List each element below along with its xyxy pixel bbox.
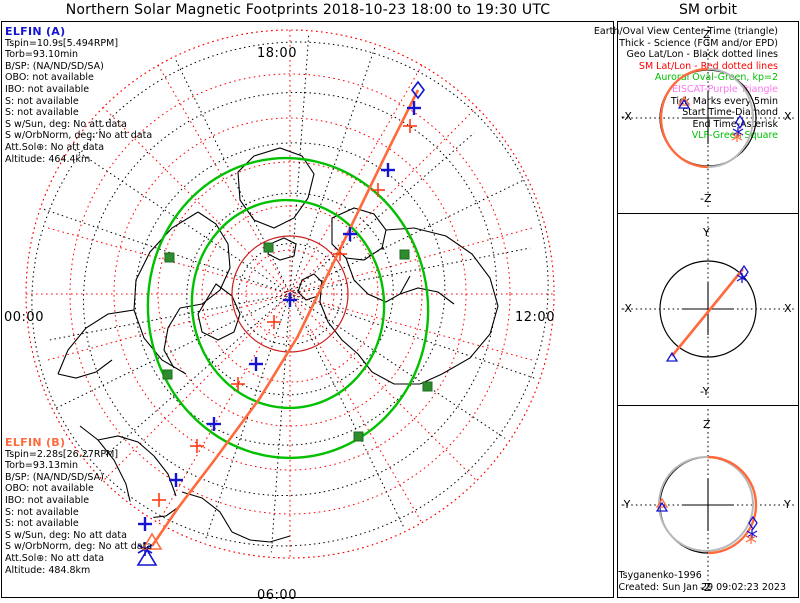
mlt-label-left: 00:00 [4, 310, 44, 325]
track-markers [136, 80, 425, 566]
sm-panel-xz [622, 26, 794, 209]
probe-b-line: S: not available [5, 506, 79, 518]
view-center-triangle-a [136, 548, 158, 566]
credits: Tsyganenko-1996 Created: Sun Jan 29 09:0… [618, 570, 786, 594]
auroral-oval [146, 156, 430, 460]
model-name: Tsyganenko-1996 [618, 570, 702, 581]
sm-axis-label: Z [703, 28, 711, 41]
page-title: Northern Solar Magnetic Footprints 2018-… [65, 2, 551, 18]
sm-orbit-panel: Z -Z -X X Y -Y -X X [617, 21, 799, 598]
created-timestamp: Created: Sun Jan 29 09:02:23 2023 [618, 582, 786, 593]
view-center-triangle-b [141, 532, 163, 550]
sm-panel-xy [622, 217, 794, 401]
sm-axis-label: -X [621, 110, 632, 123]
sm-axis-label: Y [784, 498, 791, 511]
probe-b-ticks [152, 119, 417, 507]
mlt-label-right: 12:00 [515, 310, 555, 325]
probe-b-track [150, 89, 420, 547]
polar-map-panel: 18:00 00:00 12:00 06:00 [1, 21, 614, 603]
probe-a-name: ELFIN (A) [5, 25, 66, 38]
sm-inner-ring [231, 235, 349, 353]
probe-a-line: B/SP: (NA/ND/SD/SA) [5, 60, 104, 72]
probe-a-line: S w/OrbNorm, deg: No att data [5, 130, 153, 142]
probe-a-line: OBO: not available [5, 72, 94, 84]
probe-b-info: ELFIN (B) Tspin=2.28s[26.27RPM] Torb=93.… [5, 437, 152, 576]
sm-axis-label: -X [621, 302, 632, 315]
legend-item: End Time-Asterisk [692, 118, 778, 130]
legend-item: Geo Lat/Lon - Black dotted lines [626, 49, 778, 61]
sm-axis-label: X [784, 110, 792, 123]
probe-b-line: S w/OrbNorm, deg: No att data [5, 541, 153, 553]
probe-b-line: Tspin=2.28s[26.27RPM] [5, 448, 119, 460]
sm-axis-label: X [784, 302, 792, 315]
probe-a-line: IBO: not available [5, 83, 90, 95]
legend-item: Thick - Science (FGM and/or EPD) [619, 37, 778, 49]
sm-axis-label: Z [703, 418, 711, 431]
start-time-diamond [411, 80, 425, 100]
probe-a-line: Torb=93.10min [5, 49, 79, 61]
probe-b-line: S: not available [5, 518, 79, 530]
coastlines [39, 147, 499, 543]
probe-b-line: Torb=93.13min [5, 460, 79, 472]
probe-b-line: OBO: not available [5, 483, 94, 495]
probe-a-line: Altitude: 464.4km [5, 153, 91, 165]
mlt-label-bottom: 06:00 [257, 588, 297, 603]
probe-b-line: Altitude: 484.8km [5, 564, 91, 576]
sm-panel-yz [622, 409, 794, 593]
dial-outer-circle [25, 29, 555, 559]
probe-b-line: IBO: not available [5, 494, 90, 506]
sm-divider [618, 405, 798, 406]
probe-a-line: S: not available [5, 95, 79, 107]
vlf-squares [162, 242, 433, 442]
sm-axis-label: -Z [700, 581, 712, 594]
probe-a-ticks [138, 101, 421, 531]
sm-axis-label: -Y [700, 385, 710, 398]
probe-b-line: S w/Sun, deg: No att data [5, 529, 127, 541]
probe-a-line: S w/Sun, deg: No att data [5, 118, 127, 130]
polar-map-svg [25, 29, 555, 566]
probe-a-info: ELFIN (A) Tspin=10.9s[5.494RPM] Torb=93.… [5, 26, 152, 165]
probe-b-line: B/SP: (NA/ND/SD/SA) [5, 471, 104, 483]
probe-a-line: S: not available [5, 107, 79, 119]
legend-item: Start Time-Diamond [682, 107, 778, 119]
legend-item: Auroral Oval-Green, kp=2 [654, 72, 778, 84]
legend: Earth/Oval View Center Time (triangle) T… [594, 26, 778, 142]
legend-item: Tick Marks every 5min [670, 95, 778, 107]
probe-a-line: Att.Sol⊕: No att data [5, 141, 105, 153]
legend-item: Earth/Oval View Center Time (triangle) [593, 26, 778, 37]
probe-a-line: Tspin=10.9s[5.494RPM] [5, 37, 119, 49]
probe-b-name: ELFIN (B) [5, 436, 66, 449]
sm-orbit-title: SM orbit [678, 2, 737, 18]
legend-item: EISCAT-Purple Triangle [672, 83, 778, 95]
sm-axis-label: -Y [621, 498, 631, 511]
legend-item: SM Lat/Lon - Red dotted lines [638, 60, 778, 72]
mlt-label-top: 18:00 [257, 46, 297, 61]
probe-b-line: Att.Sol⊕: No att data [5, 552, 105, 564]
sm-divider [618, 213, 798, 214]
sm-axis-label: -Z [700, 192, 712, 205]
sm-axis-label: Y [703, 226, 710, 239]
